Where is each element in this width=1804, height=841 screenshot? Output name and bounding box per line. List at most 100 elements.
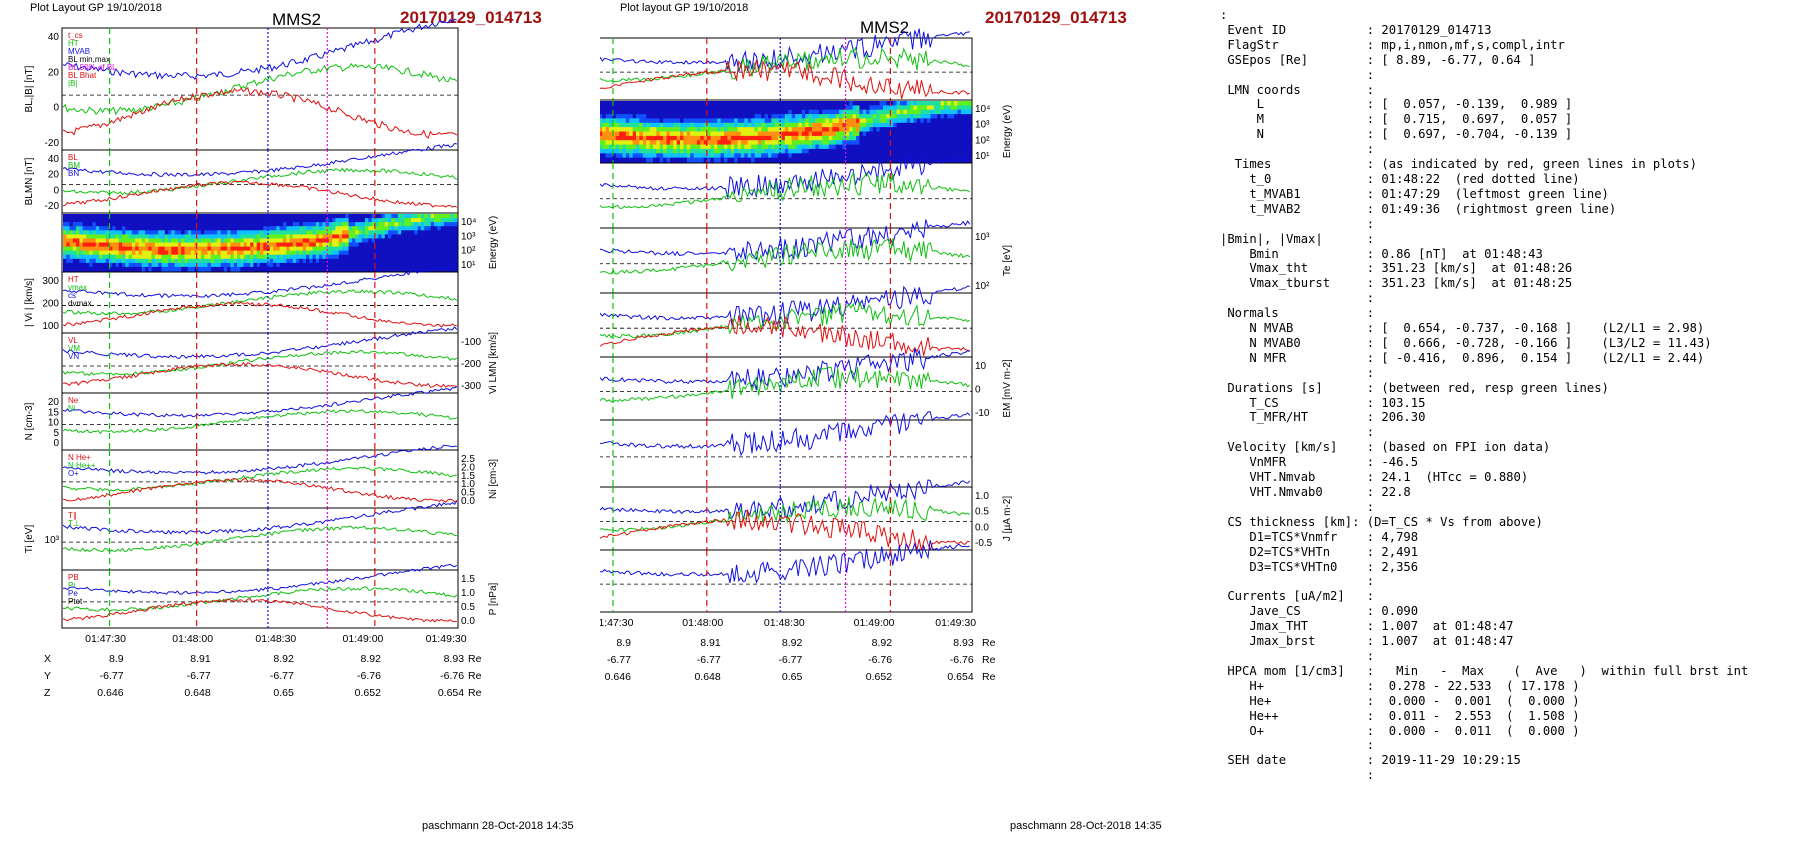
spectrogram-cell <box>95 254 100 260</box>
spectrogram-cell <box>920 101 925 106</box>
spectrogram-cell <box>401 214 406 219</box>
spectrogram-cell <box>615 101 620 106</box>
spectrogram-cell <box>734 101 739 106</box>
spectrogram-cell <box>286 250 291 256</box>
spectrogram-cell <box>788 148 793 154</box>
spectrogram-cell <box>703 109 708 115</box>
spectrogram-cell <box>700 157 705 163</box>
spectrogram-cell <box>227 218 232 223</box>
spectrogram-cell <box>636 148 640 154</box>
spectrogram-cell <box>676 148 681 154</box>
spectrogram-cell <box>683 122 688 128</box>
spectrogram-cell <box>612 148 617 154</box>
spectrogram-cell <box>727 105 732 111</box>
spectrogram-cell <box>822 135 827 141</box>
spectrogram-cell <box>63 250 67 256</box>
spectrogram-cell <box>808 153 813 159</box>
spectrogram-cell <box>899 105 904 111</box>
spectrogram-cell <box>690 131 695 137</box>
spectrogram-cell <box>177 222 182 227</box>
spectrogram-cell <box>768 144 772 150</box>
spectrogram-cell <box>161 238 166 244</box>
spectrogram-cell <box>876 131 881 137</box>
spectrogram-cell <box>240 230 245 235</box>
spectrogram-cell <box>639 127 644 133</box>
spectrogram-cell <box>414 226 419 231</box>
spectrogram-cell <box>781 157 786 163</box>
spectrogram-cell <box>828 140 833 146</box>
spectrogram-cell <box>812 131 816 137</box>
spectrogram-cell <box>200 234 205 240</box>
spectrogram-cell <box>151 242 156 248</box>
spectrogram-cell <box>784 101 789 106</box>
spectrogram-cell <box>686 122 691 128</box>
spectrogram-cell <box>325 234 330 240</box>
spectrogram-cell <box>916 148 921 154</box>
spectrogram-cell <box>947 131 952 137</box>
spectrogram-cell <box>923 109 928 115</box>
spectrogram-cell <box>440 230 445 235</box>
spectrogram-cell <box>625 122 630 128</box>
spectrogram-cell <box>842 114 847 120</box>
spectrogram-cell <box>223 230 228 235</box>
spectrogram-cell <box>115 230 120 235</box>
spectrogram-cell <box>138 226 143 231</box>
spectrogram-cell <box>404 214 409 219</box>
spectrogram-cell <box>649 157 654 163</box>
spectrogram-cell <box>778 140 783 146</box>
spectrogram-cell <box>69 242 74 248</box>
spectrogram-cell <box>869 127 874 133</box>
spectrogram-cell <box>109 222 113 227</box>
axis-tick-label: -200 <box>461 359 481 370</box>
spectrogram-cell <box>933 127 938 133</box>
spectrogram-cell <box>95 258 100 264</box>
spectrogram-cell <box>754 157 759 163</box>
spectrogram-cell <box>713 157 718 163</box>
spectrogram-cell <box>886 122 891 128</box>
spectrogram-cell <box>761 122 766 128</box>
spectrogram-cell <box>832 127 837 133</box>
spectrogram-cell <box>883 157 887 163</box>
spectrogram-cell <box>818 118 823 124</box>
spectrogram-cell <box>960 144 965 150</box>
spectrogram-cell <box>66 234 71 240</box>
spectrogram-cell <box>154 262 159 268</box>
axis-tick-label: 1.5 <box>461 574 475 585</box>
spectrogram-cell <box>673 127 678 133</box>
spectrogram-cell <box>306 226 310 231</box>
spectrogram-cell <box>89 266 94 272</box>
spectrogram-cell <box>791 109 796 115</box>
spectrogram-cell <box>713 114 718 120</box>
spectrogram-cell <box>342 234 346 240</box>
spectrogram-cell <box>338 234 343 240</box>
spectrogram-cell <box>696 105 701 111</box>
spectrogram-cell <box>862 148 867 154</box>
spectrogram-cell <box>411 234 415 240</box>
spectrogram-cell <box>420 230 425 235</box>
spectrogram-cell <box>263 254 268 260</box>
spectrogram-cell <box>950 114 955 120</box>
spectrogram-cell <box>345 254 350 260</box>
spectrogram-cell <box>801 135 806 141</box>
spectrogram-cell <box>233 250 238 256</box>
spectrogram-cell <box>99 230 103 235</box>
spectrogram-cell <box>889 101 894 106</box>
spectrogram-cell <box>940 105 945 111</box>
spectrogram-cell <box>690 157 695 163</box>
spectrogram-cell <box>771 135 776 141</box>
spectrogram-cell <box>744 144 749 150</box>
coord-value: -6.77 <box>697 654 721 666</box>
spectrogram-cell <box>292 222 297 227</box>
spectrogram-cell <box>757 140 762 146</box>
spectrogram-cell <box>148 238 153 244</box>
spectrogram-cell <box>896 127 901 133</box>
spectrogram-cell <box>122 238 126 244</box>
spectrogram-cell <box>66 222 71 227</box>
spectrogram-cell <box>302 246 307 252</box>
spectrogram-cell <box>217 230 222 235</box>
spectrogram-cell <box>659 135 664 141</box>
spectrogram-cell <box>342 262 346 268</box>
spectrogram-cell <box>669 105 674 111</box>
spectrogram-cell <box>740 135 745 141</box>
spectrogram-cell <box>414 242 419 248</box>
